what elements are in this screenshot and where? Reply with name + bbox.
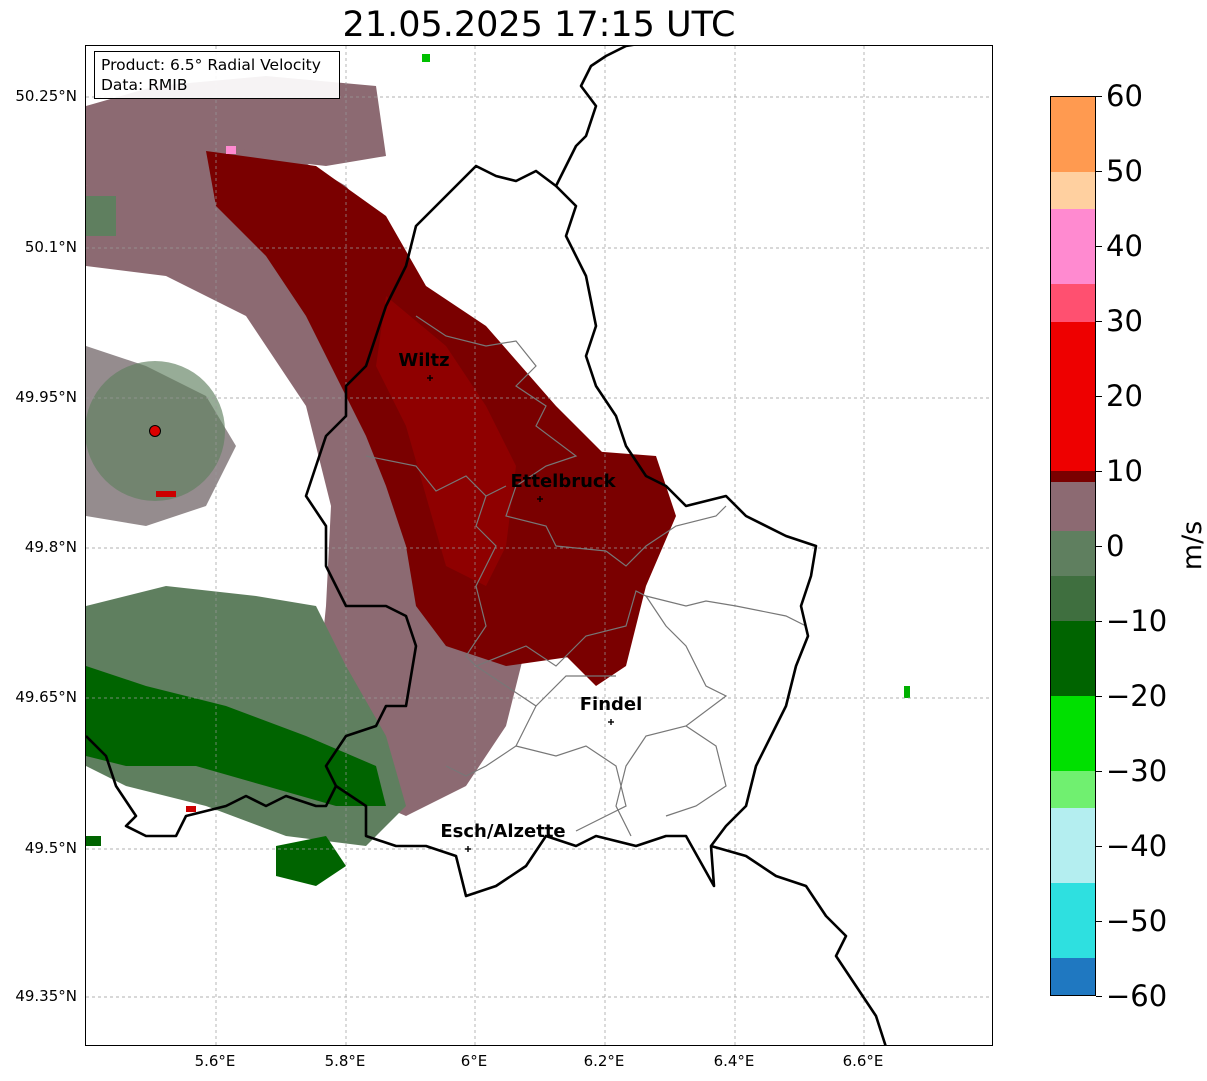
colorbar-tick-mark — [1096, 771, 1102, 772]
colorbar-segment — [1051, 575, 1095, 622]
colorbar-tick-label: 30 — [1106, 304, 1143, 338]
echo-grey-green-west — [86, 196, 116, 236]
lon-tick-label: 6.6°E — [842, 1052, 884, 1070]
colorbar-segment — [1051, 171, 1095, 210]
colorbar-tick-label: 20 — [1106, 379, 1143, 413]
colorbar-tick-label: −60 — [1106, 979, 1168, 1013]
lon-tick-label: 5.8°E — [324, 1052, 366, 1070]
radar-map — [85, 45, 993, 1046]
colorbar-segment — [1051, 531, 1095, 577]
canton-boundaries — [365, 315, 807, 837]
lon-tick-label: 6.4°E — [713, 1052, 755, 1070]
colorbar-tick-label: −10 — [1106, 604, 1168, 638]
colorbar-tick-label: −30 — [1106, 754, 1168, 788]
colorbar-tick-mark — [1096, 846, 1102, 847]
colorbar-segment — [1051, 695, 1095, 771]
velocity-colorbar — [1050, 96, 1096, 996]
echo-speckle — [186, 806, 196, 812]
colorbar-tick-mark — [1096, 621, 1102, 622]
lat-tick-label: 49.35°N — [15, 987, 77, 1005]
city-label-wiltz: Wiltz — [398, 350, 450, 371]
colorbar-tick-mark — [1096, 396, 1102, 397]
france-border-west — [86, 735, 338, 838]
lat-tick-label: 50.1°N — [24, 238, 77, 256]
colorbar-segment — [1051, 957, 1095, 995]
colorbar-segment — [1051, 284, 1095, 322]
map-canvas — [86, 46, 992, 1045]
echo-speckle — [422, 54, 430, 62]
colorbar-tick-mark — [1096, 996, 1102, 997]
colorbar-tick-label: 0 — [1106, 529, 1125, 563]
colorbar-tick-mark — [1096, 246, 1102, 247]
colorbar-segment — [1051, 97, 1095, 173]
lon-tick-label: 5.6°E — [194, 1052, 236, 1070]
lon-tick-label: 6.2°E — [583, 1052, 625, 1070]
city-label-findel: Findel — [579, 694, 643, 715]
colorbar-tick-label: 50 — [1106, 154, 1143, 188]
colorbar-segment — [1051, 770, 1095, 809]
colorbar-segment — [1051, 209, 1095, 285]
luxembourg-border — [304, 164, 818, 898]
lon-tick-label: 6°E — [460, 1052, 488, 1070]
colorbar-tick-label: 10 — [1106, 454, 1143, 488]
radar-site-marker — [149, 425, 161, 437]
lat-tick-label: 50.25°N — [15, 87, 77, 105]
colorbar-tick-mark — [1096, 546, 1102, 547]
colorbar-tick-label: −40 — [1106, 829, 1168, 863]
colorbar-segment — [1051, 321, 1095, 472]
map-title: 21.05.2025 17:15 UTC — [342, 5, 736, 45]
city-label-ettelbruck: Ettelbruck — [510, 471, 616, 492]
echo-red-core — [376, 296, 516, 586]
city-markers — [427, 375, 614, 852]
colorbar-segment — [1051, 807, 1095, 884]
colorbar-tick-label: 60 — [1106, 79, 1143, 113]
colorbar-tick-label: 40 — [1106, 229, 1143, 263]
colorbar-segment — [1051, 620, 1095, 697]
echo-dark-green-south — [276, 836, 346, 886]
colorbar-tick-mark — [1096, 696, 1102, 697]
echo-speckle — [226, 146, 236, 154]
lat-tick-label: 49.65°N — [15, 688, 77, 706]
city-label-esch-alzette: Esch/Alzette — [440, 821, 566, 842]
germany-border-north — [554, 46, 634, 187]
germany-border-south — [710, 844, 887, 1045]
lat-tick-label: 49.95°N — [15, 388, 77, 406]
echo-grey-pink-north — [86, 76, 386, 186]
colorbar-tick-mark — [1096, 96, 1102, 97]
colorbar-tick-mark — [1096, 321, 1102, 322]
colorbar-tick-label: −50 — [1106, 904, 1168, 938]
echo-speckle — [904, 686, 910, 698]
colorbar-tick-label: −20 — [1106, 679, 1168, 713]
colorbar-tick-mark — [1096, 921, 1102, 922]
colorbar-segment — [1051, 471, 1095, 483]
colorbar-segment — [1051, 882, 1095, 959]
national-borders — [86, 46, 887, 1045]
colorbar-segment — [1051, 482, 1095, 532]
echo-speckle — [86, 836, 101, 846]
data-source-label: Data: RMIB — [101, 76, 188, 94]
product-info-box: Product: 6.5° Radial Velocity Data: RMIB — [94, 51, 340, 99]
radar-echoes — [86, 54, 910, 886]
echo-speckle — [156, 491, 176, 497]
product-label: Product: 6.5° Radial Velocity — [101, 56, 321, 74]
lat-tick-label: 49.8°N — [24, 538, 77, 556]
echo-dark-red-east — [526, 446, 676, 686]
colorbar-tick-mark — [1096, 171, 1102, 172]
echo-dark-green-sw — [86, 666, 386, 806]
lat-lon-grid — [86, 46, 992, 1045]
lat-tick-label: 49.5°N — [24, 839, 77, 857]
colorbar-tick-mark — [1096, 471, 1102, 472]
colorbar-unit-label: m/s — [1177, 520, 1207, 571]
